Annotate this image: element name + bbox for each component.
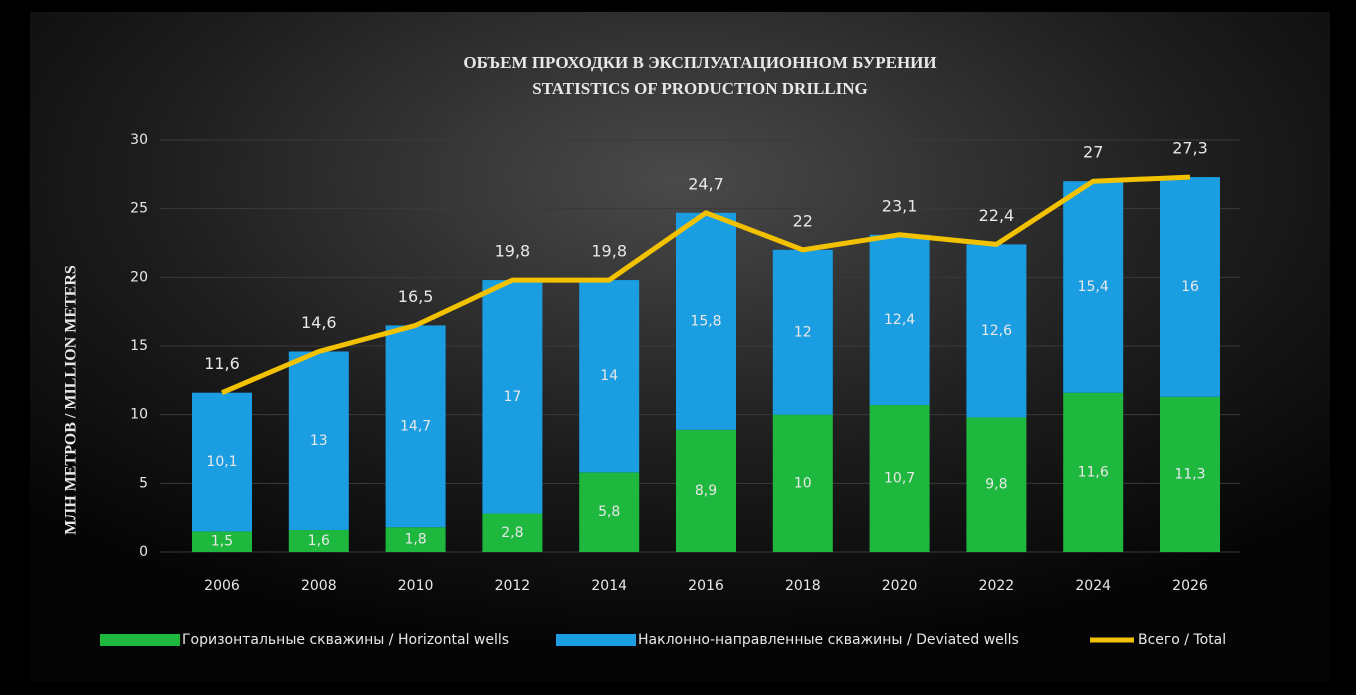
x-tick-label: 2024 (1075, 578, 1111, 594)
data-label: 12 (794, 324, 812, 340)
data-label: 17 (503, 389, 521, 405)
data-label: 8,9 (695, 483, 717, 499)
data-label: 12,6 (981, 323, 1012, 339)
x-tick-label: 2018 (785, 578, 821, 594)
total-label: 24,7 (688, 174, 724, 193)
bar-segment (1160, 177, 1220, 397)
legend-label: Всего / Total (1138, 632, 1226, 648)
total-label: 27 (1083, 143, 1103, 162)
bar-segment (1160, 396, 1220, 552)
bar-segment (869, 405, 930, 552)
legend-swatch (100, 634, 180, 646)
x-tick-label: 2022 (979, 578, 1015, 594)
bar-segment (192, 531, 252, 552)
y-tick-label: 25 (130, 201, 148, 217)
bar-segment (676, 429, 736, 552)
data-label: 14,7 (400, 418, 431, 434)
data-label: 11,6 (1078, 464, 1109, 480)
data-label: 1,6 (308, 533, 330, 549)
data-label: 11,3 (1174, 466, 1205, 482)
total-line (221, 174, 1191, 395)
data-label: 1,5 (211, 534, 233, 550)
y-axis-label: МЛН МЕТРОВ / MILLION METERS (63, 265, 80, 535)
bar-segment (288, 351, 349, 531)
total-label: 14,6 (301, 313, 337, 332)
data-label: 12,4 (884, 312, 915, 328)
data-label: 10,1 (206, 454, 237, 470)
data-label: 14 (600, 368, 618, 384)
data-label: 10 (794, 475, 812, 491)
x-tick-label: 2012 (495, 578, 531, 594)
y-tick-label: 10 (130, 407, 148, 423)
y-tick-label: 20 (130, 269, 148, 285)
bar-segment (1063, 392, 1124, 552)
total-label: 16,5 (398, 287, 434, 306)
data-label: 9,8 (985, 477, 1007, 493)
chart-title: ОБЪЕМ ПРОХОДКИ В ЭКСПЛУАТАЦИОННОМ БУРЕНИ… (463, 53, 936, 72)
data-label: 1,8 (404, 532, 426, 548)
legend-swatch (556, 634, 636, 646)
x-tick-label: 2026 (1172, 578, 1208, 594)
bar-segment (579, 472, 640, 552)
data-label: 2,8 (501, 525, 523, 541)
x-tick-label: 2006 (204, 578, 240, 594)
bar-segment (482, 280, 543, 514)
total-label: 19,8 (495, 242, 531, 261)
bar-segment (482, 513, 543, 552)
bar-segment (288, 530, 349, 552)
bar-segment (192, 392, 252, 532)
legend-label: Наклонно-направленные скважины / Deviate… (638, 632, 1019, 648)
x-tick-label: 2008 (301, 578, 337, 594)
data-label: 15,8 (690, 313, 721, 329)
total-label: 27,3 (1172, 139, 1208, 158)
total-label: 19,8 (591, 242, 627, 261)
total-label: 22 (793, 211, 813, 230)
x-tick-label: 2016 (688, 578, 724, 594)
x-tick-label: 2020 (882, 578, 918, 594)
x-tick-label: 2014 (591, 578, 627, 594)
bar-segment (1063, 181, 1124, 393)
data-label: 10,7 (884, 471, 915, 487)
bar-segment (772, 249, 833, 415)
legend-label: Горизонтальные скважины / Horizontal wel… (182, 632, 509, 648)
bar-segment (966, 244, 1027, 418)
y-tick-label: 5 (139, 475, 148, 491)
y-tick-label: 0 (139, 544, 148, 560)
bar-segment (966, 417, 1027, 552)
total-label: 11,6 (204, 354, 240, 373)
y-tick-label: 15 (130, 338, 148, 354)
bar-segment (676, 212, 736, 430)
data-label: 15,4 (1078, 279, 1109, 295)
data-label: 13 (310, 433, 328, 449)
total-label: 23,1 (882, 196, 918, 215)
bar-segment (869, 234, 930, 406)
bar-segment (385, 325, 446, 528)
data-label: 16 (1181, 279, 1199, 295)
x-tick-label: 2010 (398, 578, 434, 594)
total-label: 22,4 (979, 206, 1015, 225)
chart-subtitle: STATISTICS OF PRODUCTION DRILLING (532, 79, 868, 98)
data-label: 5,8 (598, 504, 620, 520)
y-tick-label: 30 (130, 132, 148, 148)
bar-segment (772, 414, 833, 552)
bar-segment (385, 527, 446, 552)
bar-segment (579, 280, 640, 473)
